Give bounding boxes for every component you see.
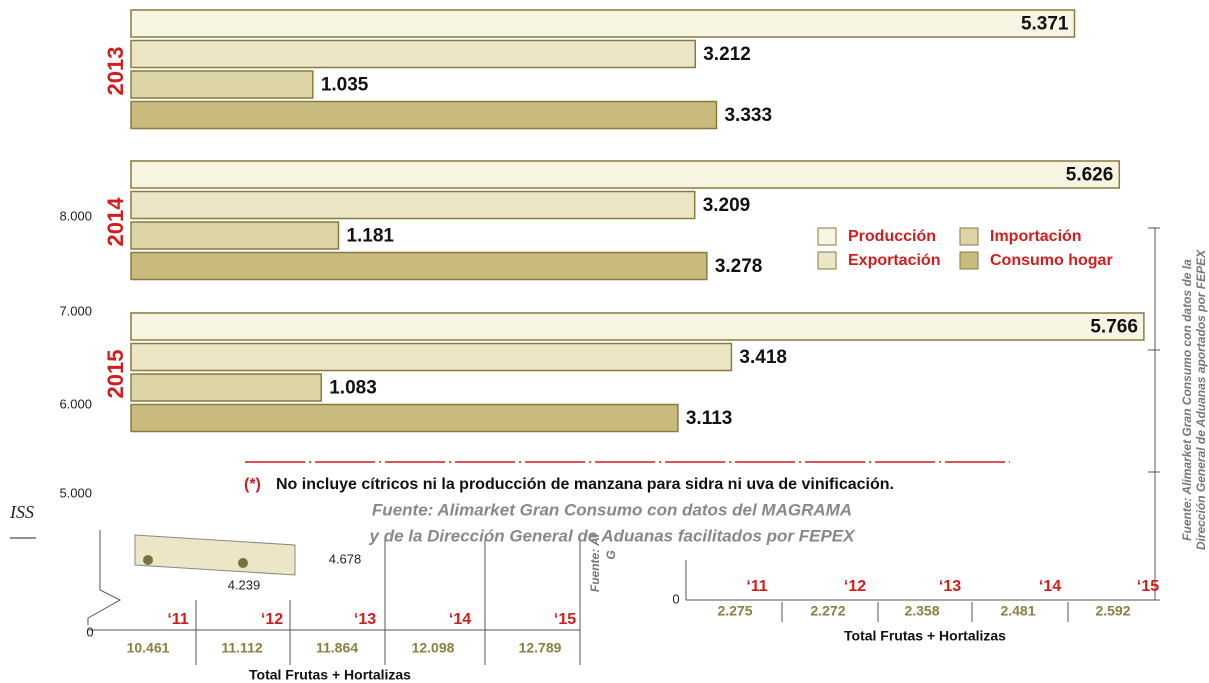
- bar: [130, 190, 696, 220]
- total-value: 2.272: [810, 603, 845, 619]
- bar: [130, 39, 696, 69]
- shape-fragment: [134, 534, 296, 576]
- bar: [130, 312, 1145, 341]
- total-value: 2.358: [904, 603, 939, 619]
- point-fragment: [143, 555, 153, 565]
- value-label: 3.333: [724, 105, 772, 126]
- text-fragment: ISS: [9, 502, 34, 522]
- bar: [130, 342, 733, 372]
- year-label: ‘13: [354, 611, 376, 628]
- year-label: ‘15: [1137, 578, 1159, 595]
- zero-label: 0: [672, 591, 679, 606]
- bar: [130, 221, 340, 250]
- total-value: 10.461: [127, 640, 170, 656]
- value-label: 3.209: [703, 195, 751, 216]
- source-note: Fuente: Alimarket Gran Consumo con datos…: [1180, 259, 1194, 541]
- point-label: 4.239: [228, 577, 261, 592]
- legend-swatch: [817, 227, 837, 246]
- tick-label: 6.000: [59, 396, 92, 411]
- year-label: ‘15: [554, 611, 576, 628]
- value-label: 3.418: [739, 347, 787, 368]
- point-fragment: [238, 558, 248, 568]
- total-value: 12.789: [519, 640, 562, 656]
- bar: [130, 251, 708, 281]
- footnote: No incluye cítricos ni la producción de …: [276, 476, 894, 493]
- total-value: 11.112: [221, 640, 262, 656]
- category-label: 2013: [103, 47, 128, 96]
- bar: [130, 373, 322, 402]
- total-value: 11.864: [316, 640, 358, 656]
- legend-swatch: [817, 251, 837, 270]
- point-label: 4.678: [329, 551, 362, 566]
- total-label: Total Frutas + Hortalizas: [249, 667, 411, 683]
- total-value: 12.098: [412, 640, 455, 656]
- year-label: ‘11: [167, 611, 188, 628]
- legend-label: Consumo hogar: [990, 252, 1113, 269]
- footnote-marker: (*): [244, 476, 261, 493]
- category-label: 2015: [103, 350, 128, 399]
- value-label: 5.371: [1021, 14, 1069, 35]
- plot-area: 2013 5.371 3.212 1.035 3.333 2014 5.626 3.209 1.…: [103, 9, 1145, 433]
- source: Fuente: Alimarket Gran Consumo con datos…: [372, 500, 852, 519]
- legend-label: Producción: [848, 228, 936, 245]
- tick-label: 8.000: [59, 208, 92, 223]
- total-value: 2.592: [1095, 603, 1130, 619]
- value-label: 1.083: [329, 378, 377, 399]
- year-label: ‘14: [1039, 578, 1061, 595]
- legend-swatch: [959, 251, 979, 270]
- bar: [130, 9, 1076, 38]
- category-label: 2014: [103, 197, 128, 247]
- value-label: 3.113: [686, 408, 733, 429]
- bar: [130, 100, 718, 130]
- tick-label: 7.000: [59, 303, 92, 318]
- total-value: 2.275: [717, 603, 752, 619]
- source-fragment: G: [604, 550, 618, 559]
- source: y de la Dirección General de Aduanas fac…: [369, 526, 857, 545]
- value-label: 3.278: [715, 256, 763, 277]
- value-label: 3.212: [703, 44, 751, 65]
- background-layer: 8.000 7.000 6.000 5.000 ISS 4.239 4.678 …: [9, 208, 1208, 682]
- tick-label: 5.000: [59, 485, 92, 500]
- value-label: 1.035: [321, 75, 369, 96]
- year-label: ‘14: [449, 611, 471, 628]
- bar: [130, 403, 679, 433]
- value-label: 5.766: [1090, 317, 1138, 338]
- zero-label: 0: [86, 624, 93, 639]
- legend-swatch: [959, 227, 979, 246]
- year-label: ‘12: [844, 578, 866, 595]
- legend-label: Importación: [990, 228, 1082, 245]
- year-label: ‘13: [939, 578, 961, 595]
- value-label: 5.626: [1066, 165, 1114, 186]
- total-value: 2.481: [1000, 603, 1035, 619]
- legend-label: Exportación: [848, 252, 940, 269]
- bar: [130, 70, 314, 99]
- total-label: Total Frutas + Hortalizas: [844, 628, 1006, 644]
- source-fragment: Fuente: Al: [588, 533, 602, 592]
- source-note: Dirección General de Aduanas aportados p…: [1194, 249, 1208, 550]
- bar: [130, 160, 1121, 189]
- year-label: ‘11: [746, 578, 767, 595]
- axis-fragment: [87, 530, 122, 625]
- value-label: 1.181: [346, 226, 394, 247]
- year-label: ‘12: [261, 611, 283, 628]
